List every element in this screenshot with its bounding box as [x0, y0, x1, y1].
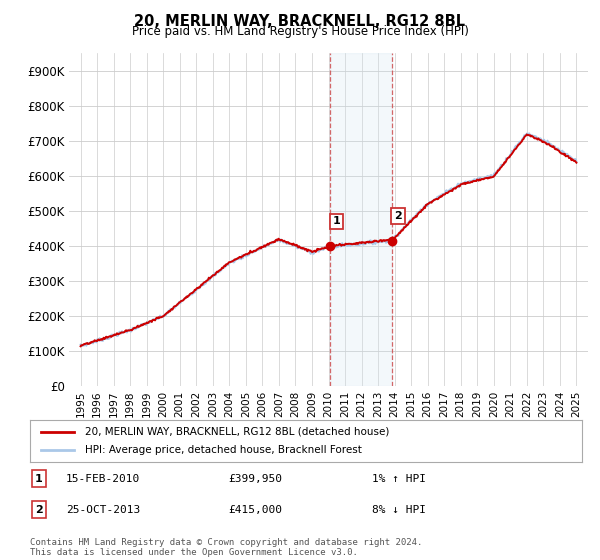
Bar	[331, 53, 392, 386]
Text: 1% ↑ HPI: 1% ↑ HPI	[372, 474, 426, 484]
Text: 1: 1	[35, 474, 43, 484]
Text: 25-OCT-2013: 25-OCT-2013	[66, 505, 140, 515]
Text: Price paid vs. HM Land Registry's House Price Index (HPI): Price paid vs. HM Land Registry's House …	[131, 25, 469, 38]
Text: £399,950: £399,950	[228, 474, 282, 484]
Text: 1: 1	[333, 216, 341, 226]
Text: HPI: Average price, detached house, Bracknell Forest: HPI: Average price, detached house, Brac…	[85, 445, 362, 455]
Text: Contains HM Land Registry data © Crown copyright and database right 2024.
This d: Contains HM Land Registry data © Crown c…	[30, 538, 422, 557]
Text: £415,000: £415,000	[228, 505, 282, 515]
Text: 2: 2	[35, 505, 43, 515]
Text: 20, MERLIN WAY, BRACKNELL, RG12 8BL (detached house): 20, MERLIN WAY, BRACKNELL, RG12 8BL (det…	[85, 427, 389, 437]
Text: 20, MERLIN WAY, BRACKNELL, RG12 8BL: 20, MERLIN WAY, BRACKNELL, RG12 8BL	[134, 14, 466, 29]
Text: 15-FEB-2010: 15-FEB-2010	[66, 474, 140, 484]
Text: 2: 2	[394, 211, 402, 221]
Text: 8% ↓ HPI: 8% ↓ HPI	[372, 505, 426, 515]
